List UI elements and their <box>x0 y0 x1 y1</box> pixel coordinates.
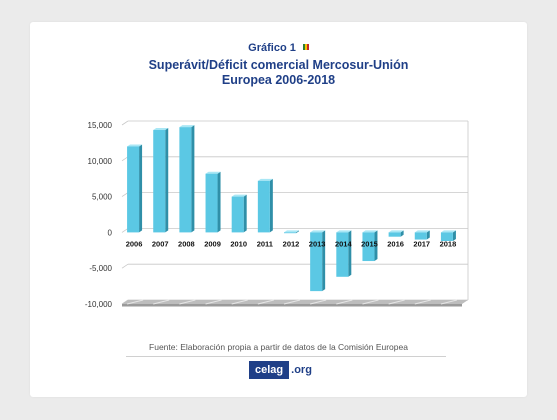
chart-card: Gráfico 1 Superávit/Déficit comercial Me… <box>30 22 527 397</box>
floor-stripe <box>414 299 431 305</box>
x-tick-label: 2017 <box>413 239 430 248</box>
x-tick-label: 2011 <box>257 239 273 248</box>
bar-side <box>269 178 273 233</box>
bar <box>231 196 244 233</box>
bar-top <box>257 178 273 181</box>
bar-top <box>440 230 456 233</box>
bar-side <box>400 230 404 237</box>
bar-top <box>153 128 169 131</box>
bar-side <box>426 230 430 240</box>
x-tick-label: 2006 <box>126 239 143 248</box>
grid-line-diag <box>121 192 129 197</box>
x-tick-label: 2015 <box>361 239 378 248</box>
x-tick-label: 2012 <box>283 239 300 248</box>
x-tick-label: 2009 <box>204 239 221 248</box>
y-tick-label: -5,000 <box>89 264 112 273</box>
y-tick-label: -10,000 <box>85 300 113 309</box>
bar-top <box>310 230 326 233</box>
logo-domain: .org <box>291 364 312 376</box>
source-note: Fuente: Elaboración propia a partir de d… <box>149 342 408 352</box>
floor-stripe <box>126 299 144 305</box>
floor-stripe <box>388 299 405 305</box>
grid-line-diag <box>121 120 129 126</box>
y-tick-label: 15,000 <box>88 121 113 130</box>
floor-stripe <box>310 299 327 305</box>
bar-side <box>296 230 299 234</box>
x-tick-label: 2018 <box>440 239 457 248</box>
floor-stripe <box>362 299 379 305</box>
figure-label-text: Gráfico 1 <box>248 42 296 54</box>
bar-side <box>217 171 221 233</box>
flag-icon <box>302 44 309 50</box>
bar-top <box>284 230 299 233</box>
y-tick-label: 0 <box>108 228 113 237</box>
y-tick-label: 5,000 <box>92 193 113 202</box>
bar-top <box>205 171 221 174</box>
bar-side <box>165 128 169 233</box>
bar <box>336 232 349 277</box>
bar-side <box>348 230 352 277</box>
chart-floor-front <box>122 304 462 307</box>
bar-top <box>414 230 430 233</box>
bar <box>127 146 140 233</box>
bar-side <box>243 194 247 233</box>
x-tick-label: 2007 <box>152 239 169 248</box>
chart-title-line-1: Superávit/Déficit comercial Mercosur-Uni… <box>148 58 409 72</box>
x-tick-label: 2013 <box>309 239 326 248</box>
figure-label: Gráfico 1 <box>30 42 527 54</box>
bar <box>284 232 296 234</box>
chart-title: Superávit/Déficit comercial Mercosur-Uni… <box>30 58 527 88</box>
floor-stripe <box>231 299 248 305</box>
x-tick-label: 2008 <box>178 239 195 248</box>
bar-top <box>336 230 352 233</box>
celag-logo[interactable]: celag .org <box>249 361 312 379</box>
bar-side <box>139 144 143 233</box>
bar-top <box>231 194 247 197</box>
bar-top <box>362 230 378 233</box>
y-tick-label: 10,000 <box>88 157 113 166</box>
chart-title-line-2: Europea 2006-2018 <box>221 73 336 87</box>
bar-chart: 15,000 10,000 5,000 0 -5,000 -10,000 2006 2007 2… <box>85 120 469 309</box>
grid-line-diag <box>121 156 129 162</box>
floor-stripe <box>336 299 353 305</box>
bar <box>179 127 192 233</box>
bar <box>440 232 453 241</box>
grid-line-diag <box>121 228 129 233</box>
floor-stripe <box>440 299 458 305</box>
bar <box>153 130 166 233</box>
floor-stripe <box>257 299 274 305</box>
bar <box>257 180 270 233</box>
bar <box>205 173 218 233</box>
bar-side <box>452 230 456 241</box>
bar-top <box>179 125 195 128</box>
logo-main: celag <box>249 361 290 379</box>
floor-stripe <box>179 299 196 305</box>
x-tick-label: 2016 <box>387 239 404 248</box>
bar <box>310 232 323 292</box>
grid-line-diag <box>121 263 129 269</box>
bar <box>388 232 401 237</box>
bar-side <box>374 230 378 262</box>
bar <box>414 232 427 240</box>
x-tick-label: 2010 <box>230 239 247 248</box>
divider <box>126 356 446 357</box>
bar <box>362 232 375 262</box>
floor-stripe <box>283 299 301 305</box>
floor-stripe <box>153 299 170 305</box>
floor-stripe <box>205 299 222 305</box>
bar-side <box>191 125 195 233</box>
bar-top <box>388 230 404 233</box>
bar-side <box>322 230 326 292</box>
x-tick-label: 2014 <box>335 239 353 248</box>
bar-top <box>127 144 143 147</box>
